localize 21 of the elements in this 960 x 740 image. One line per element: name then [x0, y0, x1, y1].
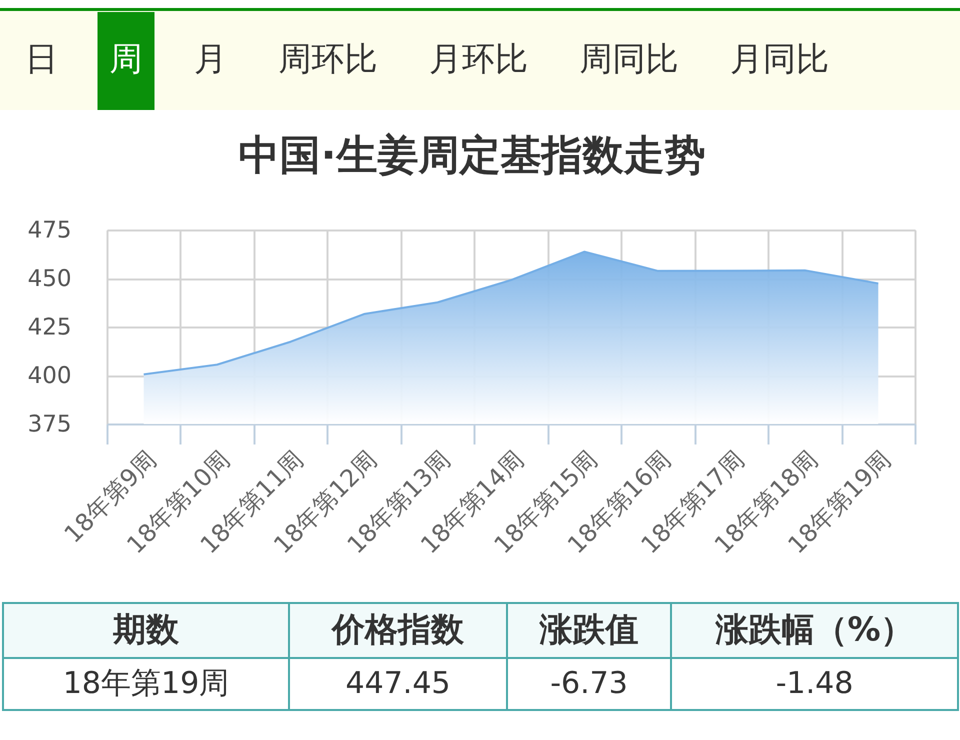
y-tick-label: 425: [28, 314, 72, 340]
y-tick-label: 475: [28, 218, 72, 244]
category-label: 期数: [112, 610, 180, 648]
y-tick-label: 375: [28, 412, 72, 438]
y-tick-label: 400: [28, 363, 72, 389]
y-tick-label: 450: [28, 266, 72, 292]
category-label: 日: [25, 39, 58, 78]
text: -6.73: [550, 666, 628, 701]
category-label: 价格指数: [330, 610, 465, 648]
category-label: 周同比: [580, 39, 678, 78]
text: -1.48: [776, 666, 854, 701]
category-label: 周环比: [278, 39, 378, 78]
text: 447.45: [346, 666, 450, 701]
category-label: 涨跌值: [538, 610, 638, 648]
category-label: 月同比: [730, 39, 829, 78]
chart-title: 中国·生姜周定基指数走势: [238, 131, 706, 179]
category-label: 涨跌幅（%）: [714, 610, 914, 648]
category-label: 周: [110, 39, 142, 78]
category-label: 月: [194, 39, 227, 78]
category-label: 月环比: [429, 39, 528, 78]
text: 18年第19周: [62, 666, 230, 701]
